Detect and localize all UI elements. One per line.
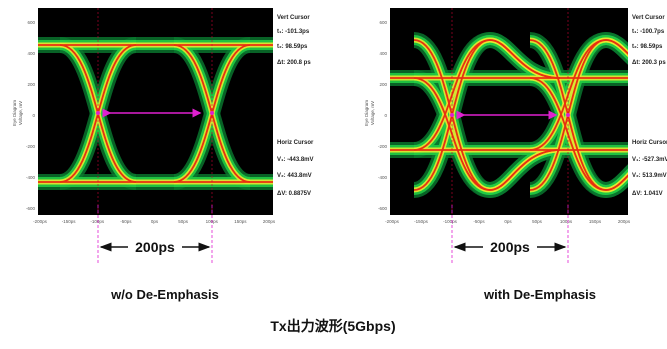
x-tick-label: -150ps xyxy=(414,219,429,224)
cursor-text: Horiz Cursor xyxy=(277,140,314,146)
cursor-text: t₁: -101.3ps xyxy=(277,29,310,35)
cursor-text: V₁: -443.8mV xyxy=(277,157,314,163)
y-axis-label: Eye Diagram xyxy=(12,100,17,126)
x-tick-label: 100ps xyxy=(560,219,573,224)
y-tick-label: 200 xyxy=(379,82,387,87)
cursor-text: V₁: -527.3mV xyxy=(632,157,667,163)
x-tick-label: 150ps xyxy=(234,219,247,224)
screenshot: Tx出力波形(5Gbps) Eye DiagramVoltage, mV6004… xyxy=(0,0,667,349)
page: {"title":"Tx出力波形(5Gbps)", "panels":[ {"y… xyxy=(0,0,667,349)
y-tick-label: -200 xyxy=(26,144,36,149)
x-tick-label: -150ps xyxy=(62,219,77,224)
x-tick-label: -100ps xyxy=(443,219,458,224)
cursor-text: Δt: 200.8 ps xyxy=(277,60,311,66)
cursor-text: Vert Cursor xyxy=(632,15,665,21)
y-tick-label: -200 xyxy=(378,144,388,149)
cursor-text: t₂: 98.59ps xyxy=(277,44,308,50)
y-tick-label: 600 xyxy=(27,20,35,25)
x-tick-label: 50ps xyxy=(178,219,189,224)
x-tick-label: -200ps xyxy=(33,219,48,224)
y-axis-label: Eye Diagram xyxy=(364,100,369,126)
cross-dot xyxy=(210,111,214,115)
caption: w/o De-Emphasis xyxy=(110,287,219,302)
y-tick-label: 0 xyxy=(384,113,387,118)
cursor-text: Δt: 200.3 ps xyxy=(632,60,666,66)
cursor-text: t₂: 98.59ps xyxy=(632,44,663,50)
x-tick-label: 200ps xyxy=(618,219,631,224)
x-tick-label: -50ps xyxy=(120,219,132,224)
measure-label: 200ps xyxy=(490,239,530,255)
y-tick-label: -400 xyxy=(26,175,36,180)
y-tick-label: 400 xyxy=(379,51,387,56)
cursor-text: Horiz Cursor xyxy=(632,140,667,146)
y-tick-label: 200 xyxy=(27,82,35,87)
y-tick-label: -600 xyxy=(378,206,388,211)
x-tick-label: 0ps xyxy=(151,219,159,224)
x-tick-label: -200ps xyxy=(385,219,400,224)
x-tick-label: -50ps xyxy=(473,219,485,224)
cursor-text: ΔV: 1.041V xyxy=(632,191,663,197)
x-tick-label: 150ps xyxy=(589,219,602,224)
measure-label: 200ps xyxy=(135,239,175,255)
y-tick-label: 0 xyxy=(32,113,35,118)
cursor-text: V₂: 513.9mV xyxy=(632,173,667,179)
caption: with De-Emphasis xyxy=(483,287,596,302)
y-axis-label: Voltage, mV xyxy=(18,101,23,125)
cursor-text: ΔV: 0.8875V xyxy=(277,191,311,197)
y-tick-label: -600 xyxy=(26,206,36,211)
x-tick-label: 0ps xyxy=(504,219,512,224)
cursor-text: V₂: 443.8mV xyxy=(277,173,312,179)
cross-dot xyxy=(566,113,570,117)
y-axis-label: Voltage, mV xyxy=(370,101,375,125)
x-tick-label: 200ps xyxy=(263,219,276,224)
cursor-text: t₁: -100.7ps xyxy=(632,29,665,35)
cross-dot xyxy=(450,113,454,117)
cross-dot xyxy=(96,111,100,115)
y-tick-label: 600 xyxy=(379,20,387,25)
y-tick-label: 400 xyxy=(27,51,35,56)
cursor-text: Vert Cursor xyxy=(277,15,310,21)
y-tick-label: -400 xyxy=(378,175,388,180)
x-tick-label: 50ps xyxy=(532,219,543,224)
title: Tx出力波形(5Gbps) xyxy=(270,318,395,334)
